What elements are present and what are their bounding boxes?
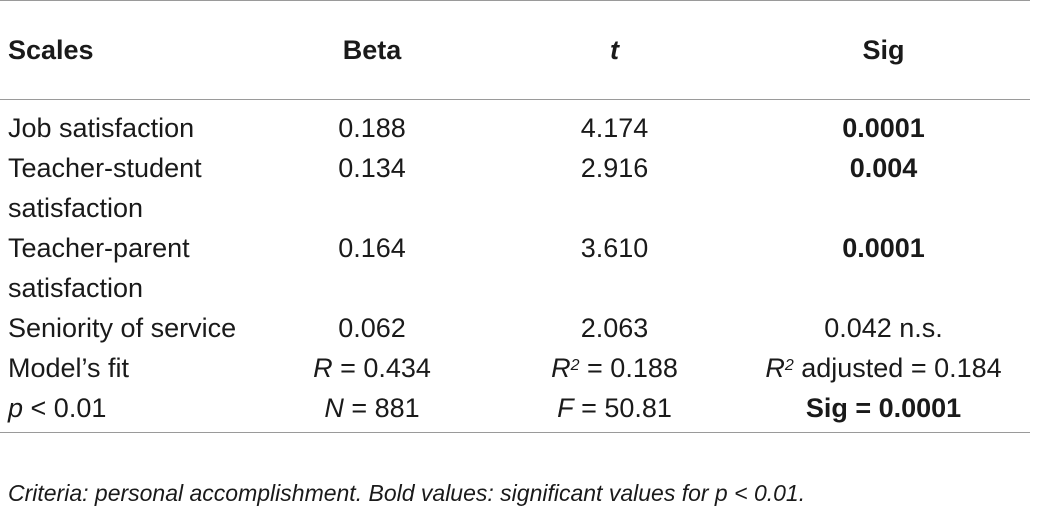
header-t-label: t xyxy=(610,34,619,65)
r2-symbol: R xyxy=(551,353,571,383)
f-value: = 50.81 xyxy=(573,393,672,423)
cell-scale: Job satisfaction xyxy=(8,113,195,143)
r2-value: = 0.188 xyxy=(579,353,678,383)
cell-t: 3.610 xyxy=(580,233,649,263)
table-row: Teacher-student satisfaction 0.134 2.916… xyxy=(0,148,1030,228)
p-value-row: p < 0.01 N = 881 F = 50.81 Sig = 0.0001 xyxy=(0,388,1030,433)
cell-model-sig: Sig = 0.0001 xyxy=(805,393,962,423)
header-t: t xyxy=(492,1,737,100)
r2-exponent: 2 xyxy=(570,357,580,374)
cell-scale: Teacher-parent satisfaction xyxy=(8,233,190,303)
cell-sig: 0.0001 xyxy=(842,113,925,143)
cell-f: F = 50.81 xyxy=(492,388,737,433)
r2adj-value: adjusted = 0.184 xyxy=(793,353,1002,383)
r-value: = 0.434 xyxy=(332,353,431,383)
r2adj-exponent: 2 xyxy=(784,357,794,374)
cell-beta: 0.164 xyxy=(338,233,406,263)
cell-r: R = 0.434 xyxy=(252,348,492,388)
table-row: Teacher-parent satisfaction 0.164 3.610 … xyxy=(0,228,1030,308)
r2adj-symbol: R xyxy=(765,353,785,383)
cell-p: p < 0.01 xyxy=(0,388,252,433)
regression-table: Scales Beta t Sig Job satisfaction 0.188… xyxy=(0,0,1030,433)
cell-beta: 0.188 xyxy=(338,113,406,143)
cell-n: N = 881 xyxy=(252,388,492,433)
cell-model-fit-label: Model’s fit xyxy=(8,353,130,383)
table-row: Job satisfaction 0.188 4.174 0.0001 xyxy=(0,100,1030,149)
cell-t: 2.063 xyxy=(580,313,649,343)
cell-scale: Teacher-student satisfaction xyxy=(8,153,202,223)
table-row: Seniority of service 0.062 2.063 0.042 n… xyxy=(0,308,1030,348)
cell-sig: 0.042 n.s. xyxy=(824,313,943,343)
cell-r2-adjusted: R2 adjusted = 0.184 xyxy=(737,348,1030,388)
header-scales: Scales xyxy=(8,34,94,65)
cell-sig: 0.004 xyxy=(849,153,918,183)
model-fit-row: Model’s fit R = 0.434 R2 = 0.188 R2 adju… xyxy=(0,348,1030,388)
n-value: = 881 xyxy=(343,393,420,423)
p-value: < 0.01 xyxy=(23,393,107,423)
table-footnote: Criteria: personal accomplishment. Bold … xyxy=(8,480,806,506)
cell-beta: 0.134 xyxy=(338,153,406,183)
f-symbol: F xyxy=(557,393,574,423)
cell-beta: 0.062 xyxy=(338,313,406,343)
r-symbol: R xyxy=(313,353,333,383)
cell-sig: 0.0001 xyxy=(842,233,925,263)
regression-table-container: Scales Beta t Sig Job satisfaction 0.188… xyxy=(0,0,1030,433)
cell-t: 4.174 xyxy=(580,113,649,143)
cell-r2: R2 = 0.188 xyxy=(492,348,737,388)
cell-t: 2.916 xyxy=(580,153,649,183)
table-header-row: Scales Beta t Sig xyxy=(0,0,1030,100)
cell-scale: Seniority of service xyxy=(8,313,237,343)
p-symbol: p xyxy=(8,393,24,423)
n-symbol: N xyxy=(324,393,344,423)
header-sig: Sig xyxy=(862,34,905,65)
header-beta: Beta xyxy=(342,34,402,65)
